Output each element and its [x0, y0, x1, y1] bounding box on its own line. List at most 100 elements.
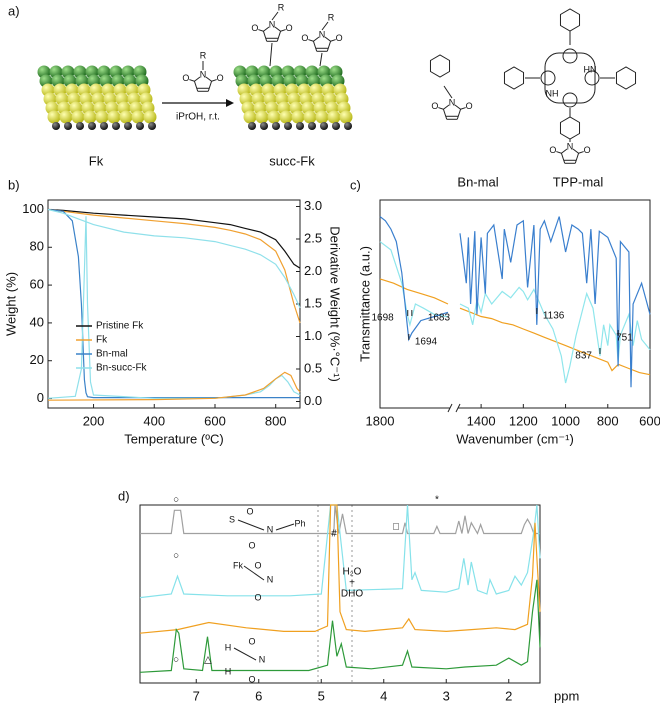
bond: [443, 85, 453, 99]
nmr-annotation: △: [204, 655, 212, 666]
y2-tick-label: 1.5: [304, 295, 322, 310]
atom-label: O: [301, 33, 308, 43]
x-tick-label: 1200: [509, 413, 538, 428]
nmr-annotation: □: [393, 522, 399, 533]
y2-tick-label: 2.0: [304, 263, 322, 278]
bond: [561, 148, 568, 154]
bond: [460, 107, 466, 110]
atom-label: O: [251, 23, 258, 33]
atom-sphere: [83, 110, 97, 124]
x-tick-label: 400: [143, 413, 165, 428]
atom-label: HN: [584, 64, 597, 74]
x-tick-label: 4: [380, 688, 387, 703]
atom-sphere: [119, 110, 133, 124]
nmr-annotation: #: [331, 529, 337, 540]
inset-atom: O: [254, 592, 261, 602]
legend-label: Fk: [96, 335, 108, 346]
compound-label: TPP-mal: [553, 174, 604, 189]
atom-sphere: [95, 110, 109, 124]
atom-sphere: [344, 122, 352, 130]
bond: [233, 647, 257, 661]
bond: [442, 109, 448, 120]
atom-sphere: [131, 110, 145, 124]
x-tick-label: 200: [83, 413, 105, 428]
atom-sphere: [76, 122, 84, 130]
ring: [615, 66, 637, 90]
inset-atom: O: [248, 674, 255, 684]
pyrrole: [540, 70, 556, 86]
y2-tick-label: 1.0: [304, 328, 322, 343]
scheme-label: Fk: [89, 153, 104, 168]
x-tick-label: 800: [265, 413, 287, 428]
plot-frame: [379, 199, 651, 409]
y2-tick-label: 3.0: [304, 198, 322, 213]
axis-break: [450, 404, 458, 412]
x-tick-label: 5: [318, 688, 325, 703]
atom-sphere: [272, 122, 280, 130]
x-tick-label: 600: [204, 413, 226, 428]
y-tick-label: 0: [37, 390, 44, 405]
panel-label: d): [118, 488, 130, 503]
x-tick-label: 1400: [467, 413, 496, 428]
x-tick-label: 2: [505, 688, 512, 703]
atom-sphere: [47, 110, 61, 124]
bond: [207, 81, 213, 92]
bond: [258, 29, 264, 32]
bond: [280, 29, 286, 32]
x-axis-label: Wavenumber (cm⁻¹): [456, 431, 574, 446]
bond: [324, 36, 331, 42]
atom-sphere: [279, 110, 293, 124]
x-tick-label: 1000: [551, 413, 580, 428]
atom-sphere: [243, 110, 257, 124]
atom-label: R: [328, 12, 335, 22]
peak-label: 837: [575, 351, 592, 362]
y-axis-label: Transmittance (a.u.): [357, 246, 372, 362]
inset-atom: O: [254, 560, 261, 570]
data-line: [47, 208, 300, 399]
data-line: [139, 504, 541, 599]
atom-sphere: [143, 110, 157, 124]
bond: [456, 109, 462, 120]
bond: [572, 148, 579, 154]
atom-sphere: [284, 122, 292, 130]
bond: [330, 39, 336, 42]
nmr-annotation: H₂O: [343, 567, 362, 578]
x-tick-label: 800: [597, 413, 619, 428]
inset-atom: N: [259, 654, 266, 664]
scheme-label: succ-Fk: [269, 153, 315, 168]
panel-label: c): [350, 177, 361, 192]
atom-sphere: [267, 110, 281, 124]
inset-atom: O: [248, 540, 255, 550]
bond: [237, 519, 265, 531]
atom-sphere: [315, 110, 329, 124]
data-line: [47, 216, 301, 399]
inset-atom: N: [267, 524, 274, 534]
bond: [274, 26, 281, 32]
atom-sphere: [112, 122, 120, 130]
bond: [443, 104, 450, 110]
bond: [447, 403, 453, 413]
atom-sphere: [260, 122, 268, 130]
atom-label: R: [200, 50, 207, 60]
atom-sphere: [100, 122, 108, 130]
y-tick-label: 40: [30, 314, 44, 329]
y-tick-label: 60: [30, 277, 44, 292]
x-tick-label: 7: [193, 688, 200, 703]
bond: [263, 26, 270, 32]
nmr-annotation: DHO: [341, 589, 363, 600]
y2-tick-label: 2.5: [304, 230, 322, 245]
ring: [429, 54, 451, 78]
x-axis-label: Temperature (ºC): [124, 431, 223, 446]
y-tick-label: 80: [30, 239, 44, 254]
nmr-annotation: ○: [173, 495, 179, 506]
bond: [262, 31, 268, 42]
atom-label: N: [449, 97, 456, 107]
atom-label: NH: [546, 88, 559, 98]
atom-sphere: [291, 110, 305, 124]
atom-sphere: [308, 122, 316, 130]
atom-label: N: [269, 19, 276, 29]
bond: [308, 39, 314, 42]
bond: [194, 76, 201, 82]
ring: [559, 8, 581, 32]
